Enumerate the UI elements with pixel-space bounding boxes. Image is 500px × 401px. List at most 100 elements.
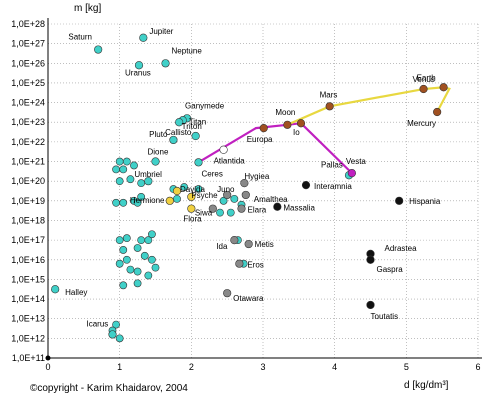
label-elara: Elara (248, 206, 267, 215)
data-point (130, 161, 138, 170)
point-triton (191, 131, 200, 141)
label-toutatis: Toutatis (371, 312, 399, 321)
data-point (216, 208, 224, 217)
y-tick-label: 1,0E+15 (11, 274, 45, 284)
data-point (119, 281, 128, 290)
point-gaspra (366, 255, 375, 264)
point-elara (237, 204, 246, 213)
label-jupiter: Jupiter (149, 27, 173, 36)
point-otawara (223, 289, 232, 298)
data-point (144, 236, 153, 245)
y-tick-label: 1,0E+12 (11, 333, 45, 343)
axes (45, 18, 482, 361)
point-mars (325, 102, 334, 111)
label-otawara: Otawara (233, 294, 264, 303)
label-dione: Dione (148, 148, 169, 157)
data-point (122, 234, 131, 243)
data-point (151, 263, 160, 272)
y-tick-label: 1,0E+24 (11, 98, 45, 108)
point-juno (223, 190, 232, 200)
label-juno: Juno (217, 185, 235, 194)
y-tick-label: 1,0E+20 (11, 176, 45, 186)
data-point (122, 157, 131, 166)
point-uranus (134, 61, 144, 70)
point-neptune (161, 59, 170, 68)
y-tick-label: 1,0E+23 (11, 117, 45, 127)
label-neptune: Neptune (172, 46, 203, 55)
point-io (296, 119, 306, 128)
point-hispania (395, 196, 404, 205)
point-siwa (208, 204, 217, 213)
label-europa: Europa (247, 135, 273, 144)
point-europa (259, 124, 268, 133)
data-point (173, 194, 181, 203)
data-point (115, 334, 124, 343)
point-atlantida (219, 145, 228, 154)
label-ganymede: Ganymede (185, 101, 225, 110)
data-point (112, 165, 120, 174)
point-ida (230, 236, 239, 245)
label-psyche: Psyche (191, 191, 218, 200)
data-point (133, 279, 142, 288)
y-tick-label: 1,0E+14 (11, 294, 45, 304)
data-point (115, 157, 124, 166)
y-tick-label: 1,0E+27 (11, 39, 45, 49)
data-point (144, 271, 153, 280)
data-point (226, 208, 235, 217)
point-psyche (187, 192, 196, 201)
point-hygiea (240, 179, 249, 188)
y-tick-label: 1,0E+17 (11, 235, 45, 245)
point-dione (151, 157, 160, 166)
point-amalthea (241, 190, 250, 200)
y-tick-label: 1,0E+19 (11, 196, 45, 206)
label-uranus: Uranus (125, 68, 151, 77)
y-tick-label: 1,0E+11 (12, 353, 45, 363)
label-venus: Venus (413, 75, 435, 84)
y-tick-label: 1,0E+16 (11, 255, 45, 265)
point-halley (51, 285, 60, 294)
data-point (137, 179, 146, 188)
data-point (137, 236, 146, 245)
point-saturn (94, 45, 103, 54)
x-tick-label: 1 (117, 362, 122, 372)
y-tick-label: 1,0E+28 (11, 19, 45, 29)
data-point (112, 198, 120, 207)
data-point (194, 185, 203, 193)
y-tick-label: 1,0E+13 (11, 314, 45, 324)
data-point (115, 236, 124, 245)
data-point (119, 165, 128, 174)
label-amalthea: Amalthea (254, 195, 288, 204)
data-point (126, 265, 135, 274)
label-umbriel: Umbriel (134, 170, 162, 179)
point-davida (172, 186, 182, 196)
point-toutatis (366, 300, 375, 310)
label-flora: Flora (183, 215, 202, 224)
point-hermione (165, 196, 174, 205)
point-massalia (273, 202, 282, 211)
label-halley: Halley (65, 288, 87, 297)
data-point (230, 194, 239, 203)
label-callisto: Callisto (165, 128, 192, 137)
point-icarus (108, 330, 117, 339)
data-point (140, 251, 149, 260)
point-earth (439, 83, 448, 92)
data-point (115, 259, 124, 268)
origin-marker (45, 355, 51, 361)
data-point (119, 246, 128, 254)
label-moon: Moon (275, 108, 295, 117)
label-mars: Mars (320, 90, 338, 99)
label-hispania: Hispania (409, 197, 441, 206)
point-mercury (433, 107, 442, 117)
label-eros: Eros (247, 261, 263, 270)
y-tick-label: 1,0E+22 (11, 137, 45, 147)
point-vesta (347, 169, 356, 178)
x-tick-label: 5 (404, 362, 409, 372)
data-point (133, 244, 142, 252)
label-ida: Ida (216, 242, 228, 251)
x-tick-label: 6 (475, 362, 480, 372)
point-callisto (175, 118, 184, 127)
point-eros (235, 259, 244, 268)
label-interamnia: Interamnia (314, 182, 352, 191)
data-point (137, 192, 146, 201)
y-axis-title: m [kg] (74, 3, 101, 14)
